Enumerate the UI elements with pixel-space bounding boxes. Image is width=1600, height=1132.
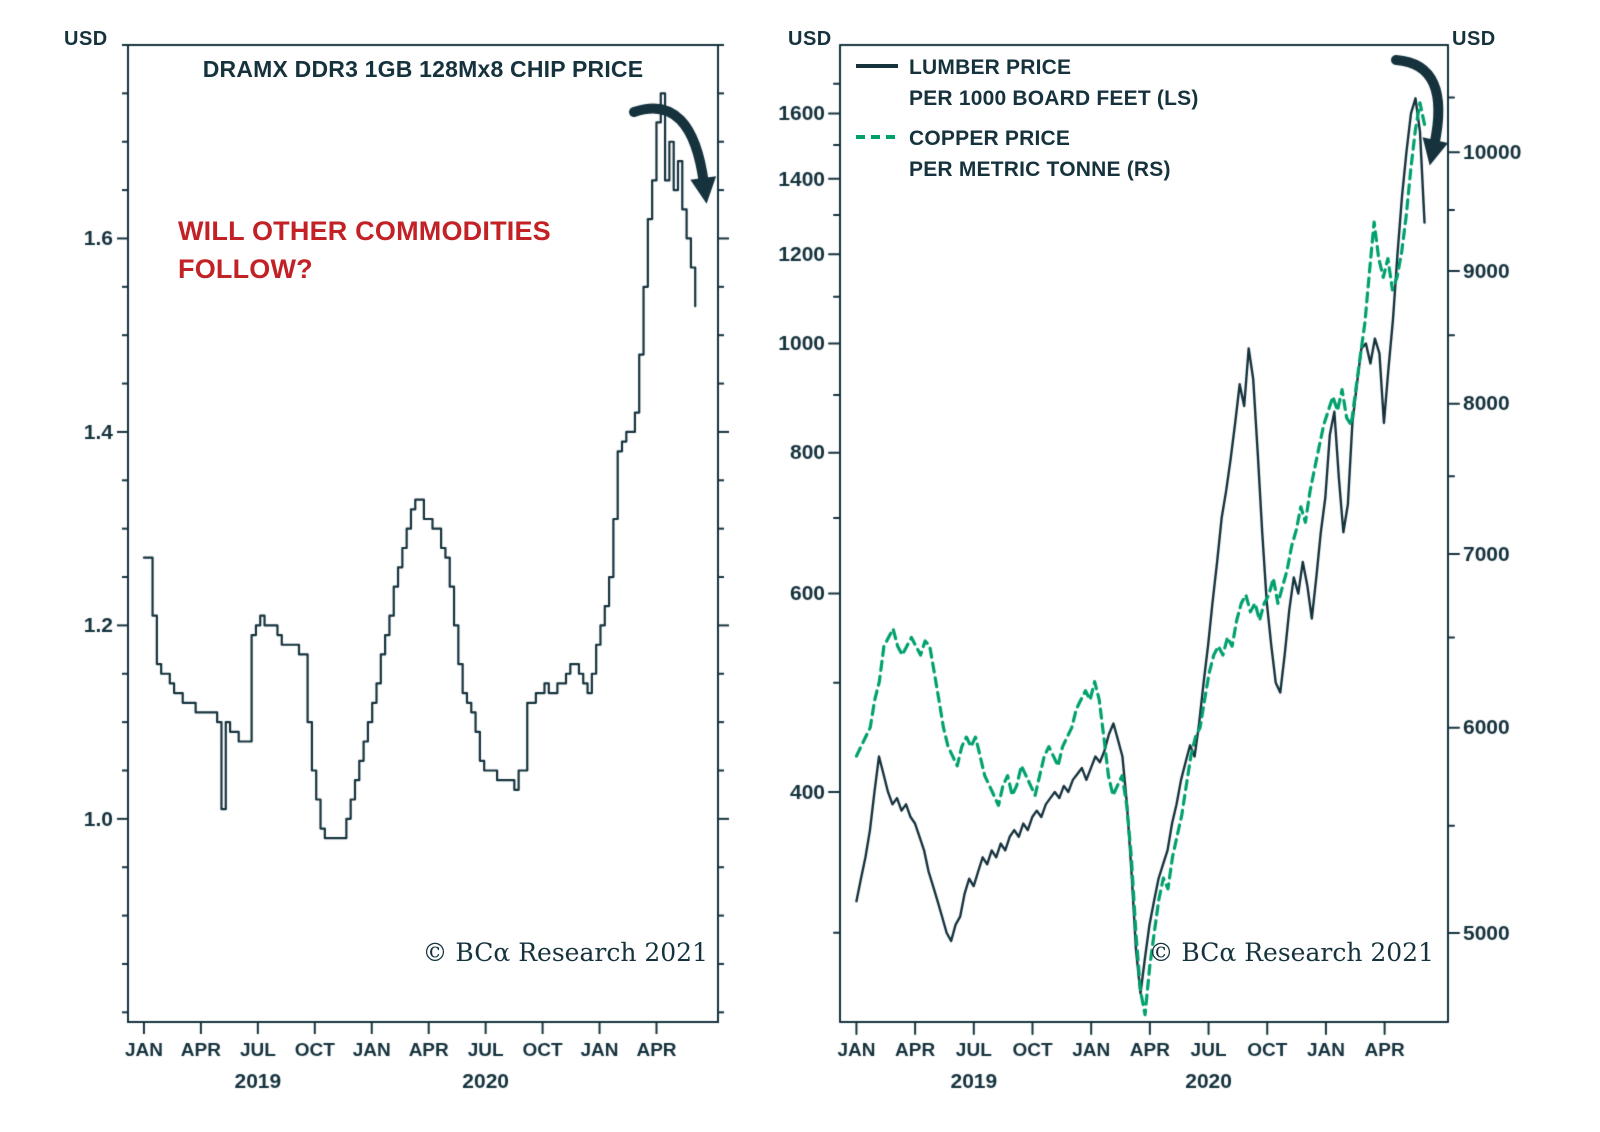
legend-item-lumber: LUMBER PRICE PER 1000 BOARD FEET (LS) — [856, 52, 1199, 114]
copper-dashed-line-swatch — [856, 135, 898, 139]
copper-legend-line2: PER METRIC TONNE (RS) — [909, 158, 1171, 181]
commodities-question-annotation: WILL OTHER COMMODITIES FOLLOW? — [178, 216, 551, 284]
legend-item-copper: COPPER PRICE PER METRIC TONNE (RS) — [856, 123, 1199, 185]
dram-usd-unit-label: USD — [64, 28, 108, 50]
dram-copyright: © BCα Research 2021 — [422, 938, 708, 967]
lumber-copper-usd-right-unit-label: USD — [1452, 28, 1496, 50]
lumber-solid-line-swatch — [856, 64, 898, 68]
lumber-legend-line1: LUMBER PRICE — [909, 56, 1072, 79]
dram-chart-title: DRAMX DDR3 1GB 128Mx8 CHIP PRICE — [202, 56, 644, 82]
copper-legend-line1: COPPER PRICE — [909, 127, 1071, 150]
lumber-legend-line2: PER 1000 BOARD FEET (LS) — [909, 87, 1199, 110]
lumber-copper-copyright: © BCα Research 2021 — [1148, 938, 1434, 967]
lumber-copper-usd-left-unit-label: USD — [788, 28, 832, 50]
legend: LUMBER PRICE PER 1000 BOARD FEET (LS) CO… — [856, 52, 1199, 194]
